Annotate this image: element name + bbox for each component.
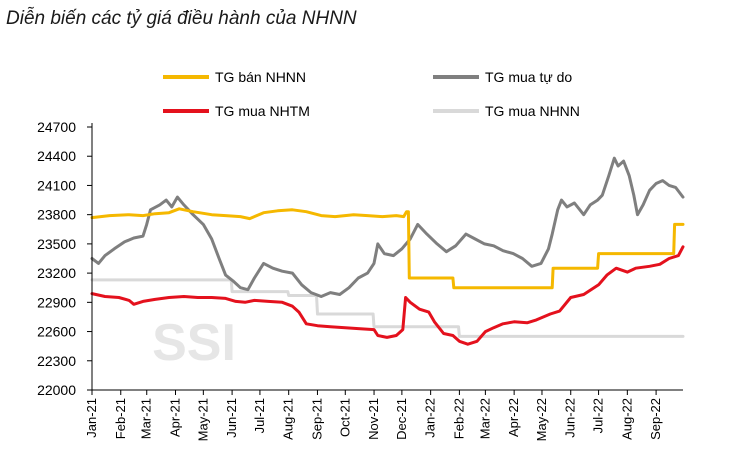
y-tick-label-8: 24400 — [37, 148, 76, 164]
x-tick-label-19: Aug-22 — [619, 398, 634, 440]
x-tick-label-5: Jun-21 — [224, 398, 239, 438]
axis-layer: 22000 22300 22600 22900 23200 23500 23800 24100… — [37, 119, 683, 441]
legend-label-3: TG mua NHNN — [485, 103, 580, 119]
x-tick-label-7: Aug-21 — [281, 398, 296, 440]
y-tick-label-6: 23800 — [37, 207, 76, 223]
x-tick-label-4: May-21 — [195, 398, 210, 441]
x-tick-label-11: Dec-21 — [394, 398, 409, 440]
x-tick-label-20: Sep-22 — [648, 398, 663, 440]
y-tick-label-1: 22300 — [37, 353, 76, 369]
y-tick-label-4: 23200 — [37, 265, 76, 281]
y-tick-label-5: 23500 — [37, 236, 76, 252]
x-tick-label-9: Oct-21 — [337, 398, 352, 437]
series-layer — [90, 156, 685, 346]
x-tick-label-1: Feb-21 — [113, 398, 128, 439]
x-tick-label-10: Nov-21 — [366, 398, 381, 440]
series-line-1 — [90, 156, 685, 298]
y-tick-label-2: 22600 — [37, 324, 76, 340]
watermark-text: SSI — [152, 314, 236, 372]
legend-label-0: TG bán NHNN — [215, 69, 306, 85]
x-tick-label-17: Jun-22 — [563, 398, 578, 438]
y-tick-label-3: 22900 — [37, 294, 76, 310]
legend-label-2: TG mua NHTM — [215, 103, 310, 119]
series-line-2 — [90, 245, 685, 346]
chart-title: Diễn biến các tỷ giá điều hành của NHNN — [6, 8, 357, 29]
y-tick-label-7: 24100 — [37, 177, 76, 193]
x-tick-label-18: Jul-22 — [591, 398, 606, 433]
x-tick-label-13: Feb-22 — [451, 398, 466, 439]
series-line-0 — [90, 207, 685, 290]
legend-label-1: TG mua tự do — [485, 69, 572, 85]
x-tick-label-14: Mar-22 — [477, 398, 492, 439]
legend: TG bán NHNN TG mua tự do TG mua NHTM TG mua… — [163, 69, 580, 119]
x-tick-label-8: Sep-21 — [309, 398, 324, 440]
x-tick-label-15: Apr-22 — [506, 398, 521, 437]
x-tick-label-0: Jan-21 — [84, 398, 99, 438]
x-tick-label-2: Mar-21 — [139, 398, 154, 439]
x-tick-label-6: Jul-21 — [252, 398, 267, 433]
x-tick-label-12: Jan-22 — [423, 398, 438, 438]
x-tick-label-3: Apr-21 — [168, 398, 183, 437]
series-line-3 — [90, 278, 685, 338]
x-tick-label-16: May-22 — [534, 398, 549, 441]
y-tick-label-9: 24700 — [37, 119, 76, 135]
y-tick-label-0: 22000 — [37, 382, 76, 398]
